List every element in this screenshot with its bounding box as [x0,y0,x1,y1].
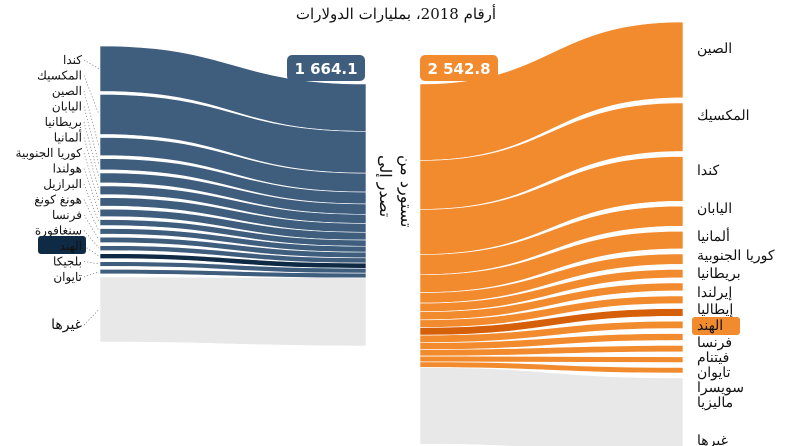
label-exports-12: الهند [60,239,82,253]
label-imports-8: إيطاليا [697,302,733,318]
leader-exports-5 [83,137,100,191]
label-exports-15: غيرها [51,317,82,333]
leader-exports-8 [83,183,100,223]
imports-flows [419,21,684,446]
label-exports-0: كندا [63,53,82,67]
chart-title: أرقام 2018، بمليارات الدولارات [296,4,496,23]
label-imports-4: ألمانيا [697,226,730,245]
leader-exports-4 [83,121,100,178]
leader-exports-2 [83,90,100,147]
label-imports-7: إيرلندا [697,285,732,301]
exports-total-value: 1 664.1 [294,60,357,78]
label-imports-6: بريطانيا [697,266,741,282]
label-exports-9: هونغ كونغ [34,193,82,207]
label-exports-7: هولندا [53,162,82,176]
leader-exports-0 [83,59,100,69]
label-imports-10: فرنسا [697,335,732,351]
leader-exports-14 [83,271,100,278]
leader-exports-1 [83,75,100,115]
exports-center-label: تصدر إلى [376,155,395,217]
label-exports-10: فرنسا [52,208,82,222]
highlight-box-exports [38,236,86,254]
exports-total-badge [287,55,365,81]
imports-center-label: تستورد من [397,155,416,228]
label-imports-15: غيرها [697,433,728,446]
label-imports-1: المكسيك [697,108,750,124]
imports-total-badge [420,55,498,81]
flow-imports-13 [419,355,684,363]
label-imports-9: الهند [697,318,723,334]
label-exports-6: كوريا الجنوبية [16,146,83,160]
imports-total-value: 2 542.8 [427,60,490,78]
exports-flows [99,45,367,347]
label-exports-8: البرازيل [43,177,82,191]
label-exports-11: سنغافورة [35,224,82,238]
leader-exports-3 [83,106,100,165]
flow-exports-15 [99,276,367,347]
label-exports-4: بريطانيا [45,115,82,129]
label-exports-14: تايوان [53,270,82,284]
label-imports-11: فيتنام [697,350,729,366]
imports-labels: الصين المكسيك كندا اليابان ألمانيا كوريا الجن… [692,41,775,446]
label-exports-5: ألمانيا [54,130,82,145]
leader-exports-7 [83,168,100,213]
leader-exports-6 [83,152,100,202]
flow-imports-15 [419,367,684,446]
leader-exports-13 [83,261,100,265]
highlight-box-imports [692,317,740,335]
label-exports-2: الصين [52,84,82,98]
label-imports-3: اليابان [697,201,732,217]
leader-exports-15 [83,309,100,326]
label-imports-13: سويسرا [697,380,744,396]
label-imports-5: كوريا الجنوبية [697,248,775,264]
label-exports-13: بلجيكا [53,255,82,269]
label-imports-2: كندا [697,163,719,179]
label-exports-3: اليابان [52,100,82,114]
leader-exports-12 [83,245,100,257]
label-imports-12: تايوان [697,365,731,381]
leader-exports-11 [83,230,100,249]
label-exports-1: المكسيك [37,69,82,83]
label-imports-0: الصين [697,41,732,57]
label-imports-14: ماليزيا [697,395,733,411]
leader-exports-10 [83,214,100,240]
leader-exports-9 [83,199,100,232]
